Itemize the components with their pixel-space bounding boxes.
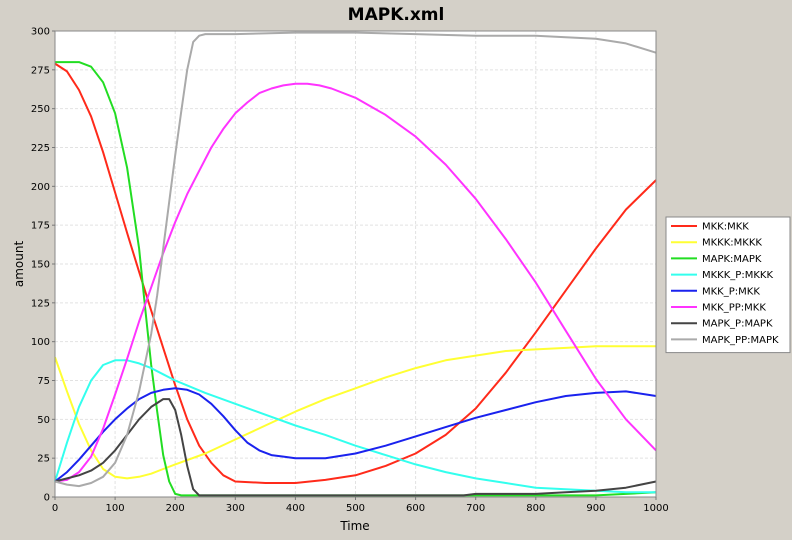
y-tick-label: 0 — [44, 493, 50, 504]
legend: MKK:MKK MKKK:MKKK MAPK:MAPK MKKK_P:MKKK MKK_… — [665, 216, 791, 354]
legend-label: MAPK_P:MAPK — [702, 319, 773, 330]
series-layer — [54, 31, 657, 497]
x-axis: 0 100 200 300 400 500 600 700 800 900 1000 — [52, 497, 669, 514]
series-line-3 — [54, 359, 656, 494]
legend-label: MKK_P:MKK — [702, 286, 760, 297]
legend-label: MKKK_P:MKKK — [702, 270, 773, 281]
y-tick-label: 200 — [31, 182, 50, 193]
legend-label: MKKK:MKKK — [702, 238, 762, 249]
series-line-6 — [54, 398, 657, 497]
x-tick-label: 500 — [346, 503, 365, 514]
x-axis-label: Time — [339, 519, 369, 533]
y-tick-label: 300 — [31, 27, 50, 38]
y-tick-label: 150 — [31, 260, 50, 271]
x-tick-label: 200 — [166, 503, 185, 514]
chart-title: MAPK.xml — [348, 5, 445, 25]
series-line-0 — [54, 62, 657, 484]
y-axis: 0 25 50 75 100 125 150 175 200 225 250 275 300 — [31, 27, 55, 504]
y-tick-label: 250 — [31, 104, 50, 115]
x-tick-label: 600 — [406, 503, 425, 514]
y-tick-label: 75 — [37, 376, 50, 387]
legend-box — [665, 216, 791, 354]
x-tick-label: 800 — [526, 503, 545, 514]
x-tick-label: 400 — [286, 503, 305, 514]
series-line-4 — [54, 387, 657, 483]
y-tick-label: 100 — [31, 337, 50, 348]
y-tick-label: 125 — [31, 298, 50, 309]
legend-label: MKK_PP:MKK — [702, 303, 766, 314]
legend-label: MKK:MKK — [702, 222, 749, 233]
x-tick-label: 1000 — [643, 503, 668, 514]
series-line-5 — [54, 82, 657, 483]
series-line-7 — [54, 31, 657, 488]
y-tick-label: 275 — [31, 65, 50, 76]
x-tick-label: 300 — [226, 503, 245, 514]
y-tick-label: 175 — [31, 221, 50, 232]
legend-label: MAPK_PP:MAPK — [702, 335, 779, 346]
y-tick-label: 225 — [31, 143, 50, 154]
y-tick-label: 50 — [37, 415, 50, 426]
y-axis-label: amount — [12, 241, 26, 288]
x-tick-label: 0 — [52, 503, 58, 514]
y-tick-label: 25 — [37, 454, 50, 465]
legend-label: MAPK:MAPK — [702, 254, 762, 265]
x-tick-label: 100 — [106, 503, 125, 514]
x-tick-label: 700 — [466, 503, 485, 514]
x-tick-label: 900 — [586, 503, 605, 514]
